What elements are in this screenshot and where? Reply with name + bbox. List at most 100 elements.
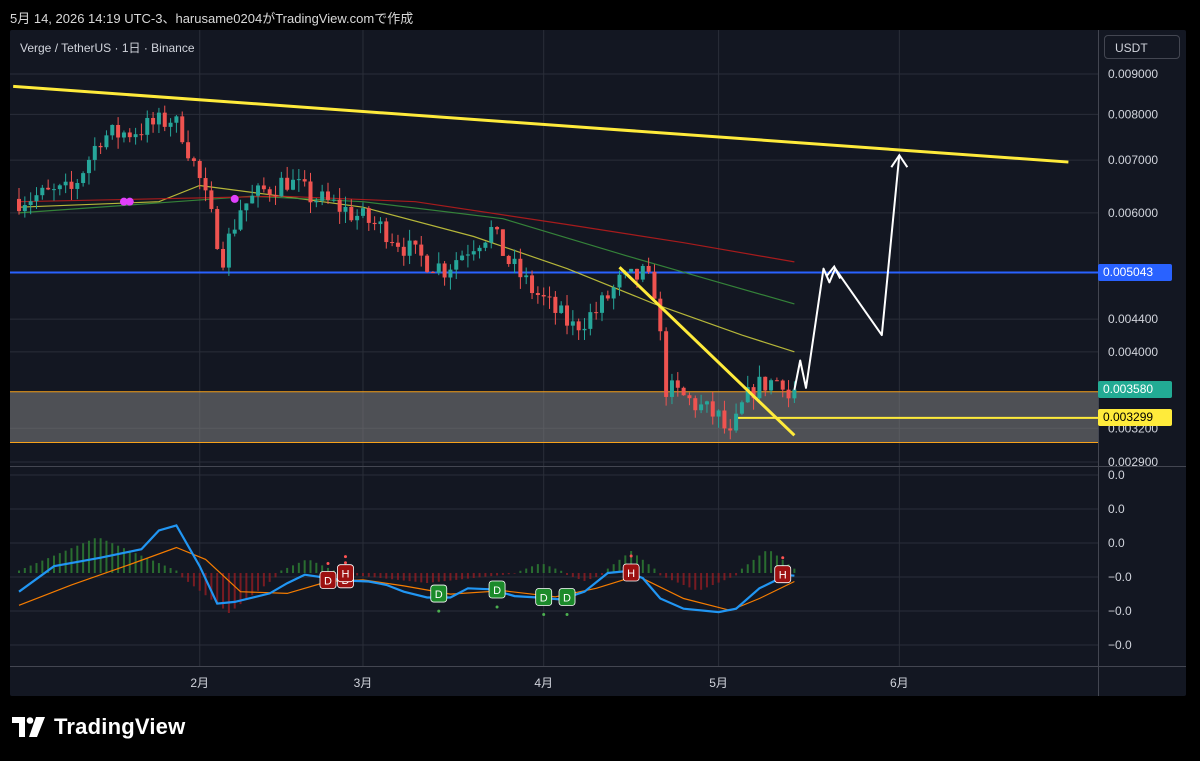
histogram-bar	[420, 573, 423, 583]
candle-body	[349, 206, 354, 221]
histogram-bar	[647, 564, 650, 573]
candle	[360, 202, 365, 219]
candle	[395, 234, 400, 253]
candle-body	[739, 402, 744, 414]
candle-body	[547, 296, 552, 298]
candle	[98, 142, 103, 155]
histogram-bar	[665, 573, 668, 578]
candle	[92, 137, 97, 171]
oscillator-marker: D	[430, 584, 448, 613]
candle-body	[710, 401, 715, 417]
candle	[780, 379, 785, 398]
marker-dot	[437, 609, 441, 613]
histogram-bar	[507, 573, 510, 575]
histogram-bar	[181, 573, 184, 578]
candle	[436, 252, 441, 276]
candle-body	[127, 132, 132, 138]
histogram-bar	[175, 570, 178, 573]
candle	[267, 186, 272, 202]
histogram-bar	[251, 573, 254, 596]
candle	[600, 292, 604, 322]
candle	[489, 220, 494, 249]
candle-body	[238, 210, 243, 230]
candle-body	[250, 195, 255, 204]
histogram-bar	[315, 562, 318, 573]
candle	[244, 203, 249, 222]
candle	[611, 284, 616, 310]
histogram-bar	[641, 559, 644, 573]
candle	[57, 183, 62, 196]
histogram-bar	[99, 538, 102, 573]
marker-dot	[781, 556, 785, 560]
histogram-bar	[752, 559, 755, 573]
histogram-bar	[23, 568, 26, 573]
candle	[63, 173, 68, 194]
candle	[291, 169, 296, 191]
candle	[46, 179, 51, 191]
price-tick-label: 0.002900	[1108, 455, 1158, 469]
candle-body	[331, 199, 336, 201]
candle-body	[652, 271, 657, 299]
histogram-bar	[612, 564, 615, 573]
marker-dot	[542, 612, 546, 616]
histogram-bar	[449, 573, 452, 581]
candle-body	[460, 255, 465, 261]
candle-body	[681, 387, 686, 396]
histogram-bar	[740, 568, 743, 573]
descending-trendline	[13, 84, 1069, 164]
candle	[226, 227, 231, 276]
candle-body	[465, 254, 470, 256]
histogram-bar	[775, 555, 778, 573]
candle	[471, 240, 476, 261]
candle-body	[186, 142, 191, 159]
histogram-bar	[117, 545, 120, 573]
histogram-bar	[455, 573, 458, 580]
candle-body	[454, 260, 459, 270]
currency-button[interactable]: USDT	[1104, 35, 1180, 59]
price-tick-label: 0.006000	[1108, 206, 1158, 220]
candle-body	[541, 295, 546, 297]
candle	[221, 241, 226, 271]
moving-average-2	[18, 195, 795, 263]
candle	[640, 263, 645, 283]
candle-body	[28, 201, 33, 206]
tradingview-logo-icon	[12, 717, 45, 737]
price-chart-svg[interactable]: 0.009000 0.008000 0.007000 0.006000 0.004400…	[10, 30, 1186, 696]
candle	[156, 107, 161, 134]
candles	[17, 105, 797, 440]
oscillator-marker: H	[774, 556, 792, 584]
osc-tick-label: 0.0	[1108, 502, 1125, 516]
candle	[442, 261, 447, 286]
candle-body	[256, 185, 261, 196]
candle	[34, 187, 39, 209]
candle	[687, 392, 692, 406]
marker-dot	[326, 561, 330, 565]
candle-body	[191, 158, 196, 161]
candle-body	[565, 305, 570, 326]
histogram-bar	[531, 566, 534, 573]
candle-body	[302, 179, 307, 182]
oscillator-marker: D	[558, 588, 576, 616]
histogram-bar	[227, 573, 230, 613]
candle-body	[664, 331, 669, 397]
histogram-bar	[292, 565, 295, 573]
candle-body	[500, 229, 505, 256]
histogram-bar	[519, 570, 522, 573]
brand-logo[interactable]: TradingView	[12, 714, 185, 740]
moving-average-1	[18, 195, 795, 305]
price-tag-entry-level: 0.003299	[1098, 409, 1172, 427]
candle	[454, 252, 459, 280]
histogram-bar	[222, 573, 225, 609]
symbol-title: Verge / TetherUS · 1日 · Binance	[20, 41, 195, 55]
time-tick-label: 6月	[890, 676, 909, 690]
oscillator-marker: H	[337, 555, 354, 583]
candle	[372, 216, 377, 231]
candle-body	[291, 179, 296, 190]
candle-body	[634, 268, 639, 280]
candle-body	[769, 380, 774, 391]
candle-body	[314, 200, 319, 203]
candle-body	[524, 275, 529, 278]
chart-panel[interactable]: 0.009000 0.008000 0.007000 0.006000 0.004400…	[10, 30, 1186, 696]
candle	[669, 373, 674, 405]
candle-body	[395, 242, 400, 247]
